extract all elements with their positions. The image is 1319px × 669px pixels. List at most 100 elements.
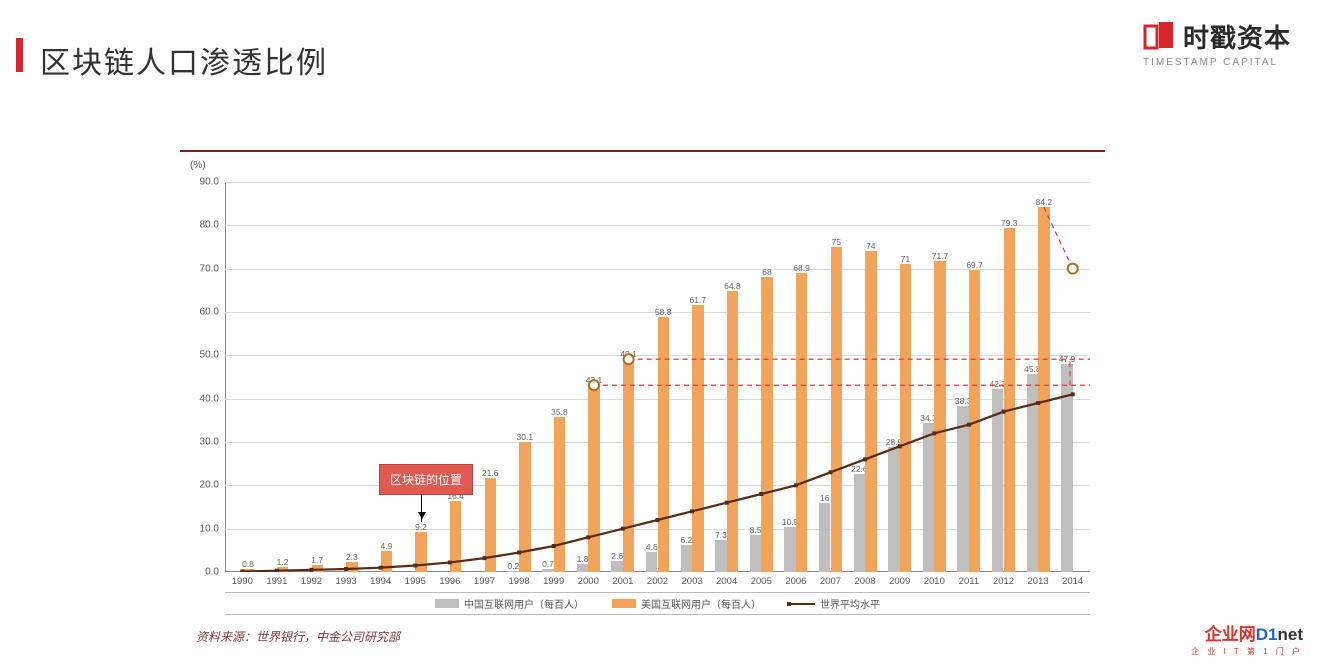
bar-value-label: 84.2 [1036, 197, 1053, 207]
cn-bar: 7.3 [715, 540, 726, 572]
y-tick: 10.0 [200, 523, 219, 534]
y-tick: 70.0 [200, 263, 219, 274]
us-bar: 58.8 [658, 317, 669, 572]
y-tick: 90.0 [200, 177, 219, 188]
cn-bar: 0.7 [542, 569, 553, 572]
bar-value-label: 49.1 [620, 349, 637, 359]
cn-bar: 16 [819, 503, 830, 572]
bar-value-label: 9.2 [415, 522, 427, 532]
legend: 中国互联网用户（每百人） 美国互联网用户（每百人） 世界平均水平 [225, 592, 1090, 615]
logo-icon [1143, 22, 1177, 52]
d1-part: 企业网 [1205, 625, 1256, 644]
d1-part: D1 [1256, 625, 1278, 644]
us-bar: 1.7 [312, 565, 323, 572]
bar-value-label: 0.8 [242, 559, 254, 569]
bar-value-label: 58.8 [655, 307, 672, 317]
page-title: 区块链人口渗透比例 [40, 38, 328, 82]
d1-part: net [1278, 625, 1304, 644]
legend-swatch [612, 599, 636, 608]
us-bar: 64.8 [727, 291, 738, 572]
bar-value-label: 68 [762, 267, 771, 277]
us-bar: 2.3 [346, 562, 357, 572]
bar-value-label: 64.8 [724, 281, 741, 291]
cn-bar: 47.9 [1061, 364, 1072, 572]
bar-value-label: 0.7 [542, 559, 554, 569]
bar-value-label: 21.6 [482, 468, 499, 478]
cn-bar: 28.9 [888, 447, 899, 572]
bar-value-label: 8.5 [750, 525, 762, 535]
x-tick: 2012 [993, 576, 1014, 587]
cn-bar: 1.8 [577, 564, 588, 572]
logo-text-cn: 时戳资本 [1183, 18, 1291, 55]
bar-value-label: 71.7 [932, 251, 949, 261]
legend-label: 世界平均水平 [820, 596, 880, 611]
legend-item: 世界平均水平 [789, 596, 880, 611]
x-tick: 2007 [820, 576, 841, 587]
bar-value-label: 2.6 [611, 551, 623, 561]
us-bar: 1.2 [277, 567, 288, 572]
us-bar: 71 [900, 264, 911, 572]
cn-bar: 8.5 [750, 535, 761, 572]
cn-bar: 22.6 [854, 474, 865, 572]
bar-value-label: 16 [820, 493, 829, 503]
y-tick: 60.0 [200, 307, 219, 318]
legend-item: 中国互联网用户（每百人） [435, 596, 584, 611]
y-tick: 30.0 [200, 437, 219, 448]
bar-value-label: 1.8 [577, 554, 589, 564]
cn-bar: 2.6 [611, 561, 622, 572]
x-tick: 1991 [266, 576, 287, 587]
y-axis-label: (%) [190, 160, 206, 171]
x-tick: 1994 [370, 576, 391, 587]
x-tick: 2010 [924, 576, 945, 587]
cn-bar: 45.8 [1027, 374, 1038, 572]
x-tick: 2005 [751, 576, 772, 587]
bar-value-label: 61.7 [690, 295, 707, 305]
bar-value-label: 1.7 [311, 555, 323, 565]
us-bar: 68 [761, 277, 772, 572]
logo-text-en: TIMESTAMP CAPITAL [1143, 57, 1291, 68]
bar-value-label: 74 [866, 241, 875, 251]
x-tick: 2014 [1062, 576, 1083, 587]
us-bar: 35.8 [554, 417, 565, 572]
x-tick: 2013 [1028, 576, 1049, 587]
bar-value-label: 71 [901, 254, 910, 264]
cn-bar: 0.2 [508, 571, 519, 572]
bar-value-label: 79.3 [1001, 218, 1018, 228]
source-text: 资料来源：世界银行，中金公司研究部 [196, 628, 400, 645]
y-tick: 50.0 [200, 350, 219, 361]
legend-label: 美国互联网用户（每百人） [641, 596, 761, 611]
us-bar: 68.9 [796, 273, 807, 572]
legend-item: 美国互联网用户（每百人） [612, 596, 761, 611]
annotation-box: 区块链的位置 [379, 464, 473, 495]
us-bar: 49.1 [623, 359, 634, 572]
us-bar: 0.8 [242, 569, 253, 572]
legend-label: 中国互联网用户（每百人） [464, 596, 584, 611]
d1net-sub: 企 业 I T 第 1 门 户 [1191, 646, 1303, 657]
bar-value-label: 68.9 [793, 263, 810, 273]
bar-value-label: 35.8 [551, 407, 568, 417]
bar-value-label: 69.7 [966, 260, 983, 270]
x-tick: 1992 [301, 576, 322, 587]
us-bar: 30.1 [519, 442, 530, 572]
annotation-arrow [421, 494, 422, 522]
cn-bar: 38.3 [957, 406, 968, 572]
y-tick: 40.0 [200, 393, 219, 404]
bar-value-label: 4.9 [380, 541, 392, 551]
x-tick: 1999 [543, 576, 564, 587]
x-tick: 2003 [682, 576, 703, 587]
us-bar: 84.2 [1038, 207, 1049, 572]
brand-logo: 时戳资本 TIMESTAMP CAPITAL [1143, 18, 1291, 68]
y-tick: 80.0 [200, 220, 219, 231]
us-bar: 9.2 [415, 532, 426, 572]
us-bar: 69.7 [969, 270, 980, 572]
y-tick: 0.0 [205, 567, 219, 578]
x-tick: 1995 [405, 576, 426, 587]
x-tick: 2006 [785, 576, 806, 587]
bar-value-label: 43.1 [586, 375, 603, 385]
d1net-main: 企业网D1net [1191, 620, 1303, 645]
cn-bar: 6.2 [681, 545, 692, 572]
bar-value-label: 4.6 [646, 542, 658, 552]
us-bar: 16.4 [450, 501, 461, 572]
us-bar: 75 [831, 247, 842, 572]
chart-container: (%) 0.010.020.030.040.050.060.070.080.09… [180, 150, 1105, 632]
